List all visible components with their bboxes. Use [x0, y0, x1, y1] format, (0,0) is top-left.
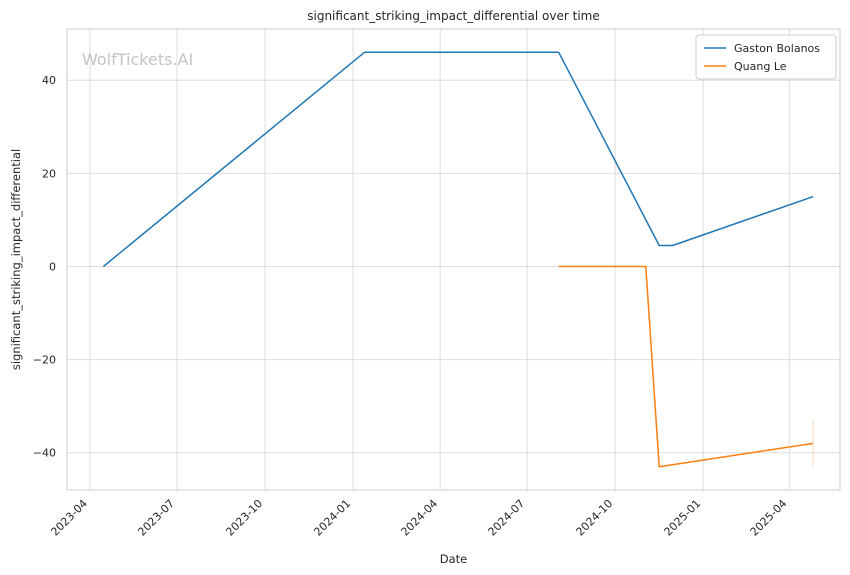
watermark: WolfTickets.AI	[82, 50, 193, 69]
y-tick-label: 40	[42, 74, 56, 87]
y-axis-title: significant_striking_impact_differential	[9, 149, 23, 370]
y-tick-label: 20	[42, 167, 56, 180]
y-tick-label: −20	[33, 354, 56, 367]
legend: Gaston Bolanos Quang Le	[695, 34, 837, 80]
chart-title: significant_striking_impact_differential…	[307, 9, 599, 23]
series-line	[102, 51, 814, 268]
legend-label: Gaston Bolanos	[734, 42, 820, 55]
grid	[67, 29, 840, 490]
legend-box	[695, 34, 837, 80]
legend-label: Quang Le	[734, 60, 787, 73]
plot-frame	[66, 28, 841, 491]
series-layer	[102, 51, 814, 468]
series-line	[558, 265, 814, 468]
y-tick-label: 0	[49, 260, 56, 273]
x-axis-title: Date	[440, 552, 468, 566]
y-tick-label: −40	[33, 447, 56, 460]
